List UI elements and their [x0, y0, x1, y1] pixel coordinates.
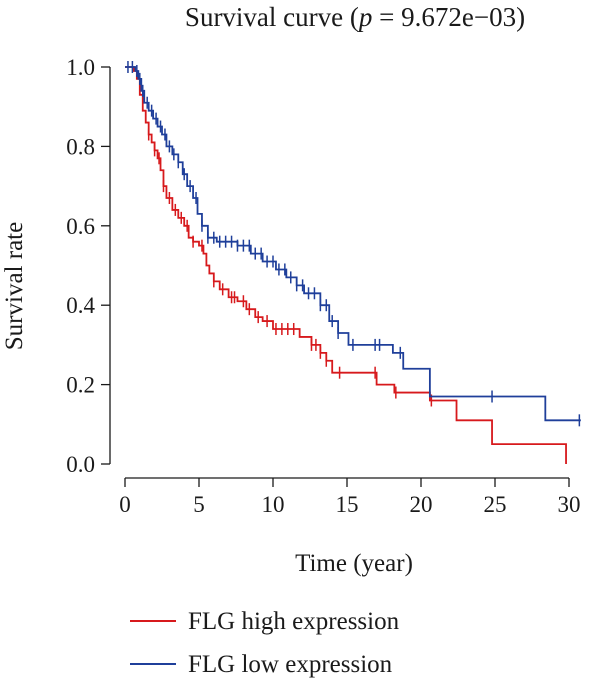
- x-tick-label: 5: [193, 492, 205, 517]
- survival-curve-line: [125, 66, 567, 464]
- chart-title-suffix: = 9.672e−03): [372, 2, 525, 32]
- x-tick-label: 30: [558, 492, 581, 517]
- x-tick-label: 20: [410, 492, 433, 517]
- x-tick-label: 15: [336, 492, 359, 517]
- x-tick-label: 10: [262, 492, 285, 517]
- chart-title-p: p: [357, 2, 373, 32]
- y-tick-label: 0.0: [66, 452, 95, 477]
- chart-legend: FLG high expression FLG low expression: [130, 608, 400, 678]
- x-tick-label: 0: [119, 492, 131, 517]
- x-tick-label: 25: [484, 492, 507, 517]
- y-tick-label: 1.0: [66, 55, 95, 80]
- legend-item: FLG low expression: [130, 651, 393, 678]
- chart-title: Survival curve (p = 9.672e−03): [185, 2, 525, 32]
- y-axis-label: Survival rate: [1, 222, 28, 350]
- series-high: [125, 66, 567, 464]
- y-tick-label: 0.2: [66, 373, 95, 398]
- y-tick-label: 0.8: [66, 134, 95, 159]
- chart-axes: 0 5 10 15 20 25 30 0.0 0.2 0.4 0.6 0.8 1.0: [66, 55, 580, 517]
- y-tick-label: 0.6: [66, 214, 95, 239]
- chart-series: [125, 61, 581, 464]
- chart-title-prefix: Survival curve (: [185, 2, 359, 32]
- legend-label: FLG low expression: [188, 651, 393, 678]
- series-low: [125, 61, 581, 427]
- legend-label: FLG high expression: [188, 608, 400, 635]
- legend-item: FLG high expression: [130, 608, 400, 635]
- x-axis-label: Time (year): [295, 550, 413, 577]
- y-tick-label: 0.4: [66, 293, 95, 318]
